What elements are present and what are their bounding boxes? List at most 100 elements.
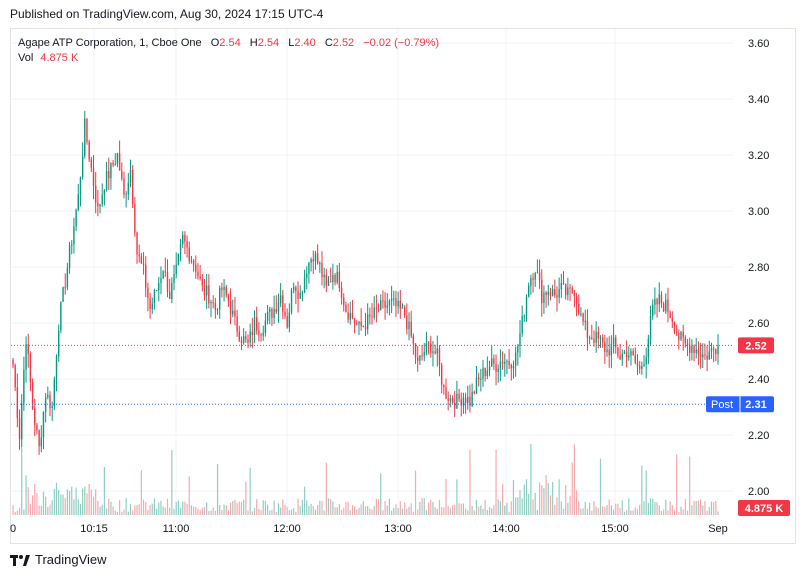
volume-bar: [445, 479, 447, 515]
volume-bar: [284, 504, 286, 515]
candle-body: [447, 398, 449, 401]
volume-bar: [519, 489, 521, 515]
candle-body: [647, 339, 650, 358]
volume-bar: [325, 462, 327, 515]
candle-body: [142, 263, 145, 265]
volume-bar: [467, 510, 469, 515]
volume-bar: [332, 501, 334, 515]
volume-bar: [97, 500, 99, 515]
candle-body: [149, 297, 151, 310]
candle-body: [238, 331, 240, 341]
volume-bar: [406, 508, 408, 515]
volume-bar: [419, 501, 421, 515]
volume-bar: [689, 456, 691, 515]
candle-body: [547, 292, 549, 295]
volume-bar: [536, 510, 538, 515]
volume-bar: [75, 487, 77, 515]
candle-body: [301, 292, 304, 294]
volume-bar: [421, 498, 423, 515]
volume-bar: [482, 508, 484, 515]
candle-body: [628, 355, 630, 358]
candle-body: [334, 274, 336, 283]
volume-bar: [438, 499, 441, 515]
volume-bar: [538, 482, 541, 515]
volume-bar: [103, 467, 105, 515]
volume-bar: [156, 508, 158, 515]
candle-body: [436, 348, 439, 354]
volume-bar: [68, 490, 71, 515]
candle-body: [715, 349, 717, 355]
volume-bar: [338, 504, 340, 515]
volume-bar: [105, 508, 108, 515]
candle-body: [525, 296, 528, 316]
volume-bar: [23, 509, 25, 515]
candle-body: [71, 244, 73, 246]
volume-bar: [558, 479, 560, 515]
candle-body: [682, 331, 684, 338]
volume-bar: [232, 500, 234, 515]
volume-bar: [38, 505, 40, 515]
volume-bar: [145, 502, 147, 515]
volume-bar: [643, 501, 645, 515]
candle-body: [232, 310, 234, 315]
candle-body: [60, 301, 62, 331]
volume-bar: [549, 495, 552, 515]
volume-bar: [456, 479, 458, 515]
volume-bar: [715, 500, 717, 515]
candle-body: [53, 379, 56, 406]
volume-bar: [401, 508, 404, 515]
candle-body: [264, 320, 267, 333]
candle-body: [38, 430, 40, 447]
candle-body: [534, 273, 536, 280]
volume-bar: [306, 500, 308, 515]
candle-body: [12, 359, 14, 366]
volume-bar: [299, 506, 301, 515]
volume-bar: [125, 498, 127, 515]
volume-bar: [171, 449, 173, 515]
volume-bar: [114, 510, 116, 515]
candle-body: [271, 308, 273, 318]
volume-bar: [606, 504, 608, 515]
candle-body: [571, 288, 573, 293]
volume-bar: [369, 508, 371, 515]
volume-label: Vol: [18, 52, 34, 64]
candle-body: [630, 351, 632, 356]
candle-body: [612, 337, 615, 344]
volume-bar: [436, 508, 438, 515]
price-tick-label: 3.60: [748, 38, 769, 50]
candle-body: [23, 369, 25, 404]
volume-bar: [532, 499, 534, 515]
volume-bar: [534, 492, 536, 515]
volume-bar: [201, 508, 203, 515]
footer-brand[interactable]: TradingView: [10, 552, 107, 567]
candle-body: [216, 309, 219, 311]
legend-row-volume: Vol 4.875 K: [18, 51, 439, 66]
candle-body: [512, 365, 515, 369]
symbol-label[interactable]: Agape ATP Corporation, 1, Cboe One: [18, 37, 202, 49]
change-value: −0.02 (−0.79%): [363, 37, 440, 49]
candle-body: [634, 355, 637, 363]
volume-bar: [506, 502, 508, 515]
volume-bar: [84, 486, 86, 515]
candle-body: [451, 398, 454, 403]
volume-bar: [62, 494, 64, 515]
candle-body: [158, 282, 160, 291]
price-tick-label: 2.40: [748, 374, 769, 386]
candle-body: [549, 292, 552, 296]
volume-bar: [508, 511, 510, 515]
candle-body: [349, 312, 351, 320]
candle-body: [319, 262, 321, 264]
candle-body: [554, 289, 556, 296]
volume-bar: [188, 476, 190, 515]
volume-bar: [619, 508, 621, 515]
volume-bar: [47, 507, 49, 515]
volume-bar: [486, 510, 488, 515]
volume-bar: [425, 510, 428, 515]
volume-bar: [166, 498, 169, 515]
candle-body: [573, 292, 576, 297]
candle-body: [615, 337, 617, 348]
volume-bar: [158, 502, 160, 515]
candle-body: [380, 300, 382, 310]
candle-body: [284, 311, 286, 317]
